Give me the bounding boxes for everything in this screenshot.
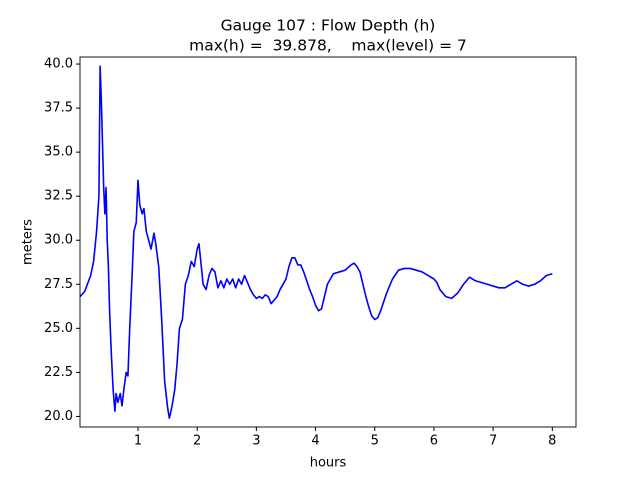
y-tick-label: 32.5 — [44, 189, 73, 204]
chart-title: Gauge 107 : Flow Depth (h) — [221, 17, 436, 35]
y-tick-label: 20.0 — [44, 409, 73, 424]
y-tick-label: 40.0 — [44, 57, 73, 72]
plot-frame — [79, 56, 577, 428]
x-axis-label: hours — [310, 456, 347, 471]
x-tick-label: 8 — [548, 434, 556, 449]
data-line — [79, 65, 553, 419]
x-tick-label: 5 — [371, 434, 379, 449]
y-tick-label: 37.5 — [44, 101, 73, 116]
x-tick-label: 2 — [193, 434, 201, 449]
y-tick-label: 22.5 — [44, 365, 73, 380]
y-tick-label: 30.0 — [44, 233, 73, 248]
x-tick-label: 6 — [430, 434, 438, 449]
x-tick-label: 4 — [311, 434, 319, 449]
x-tick-label: 3 — [252, 434, 260, 449]
x-tick-label: 7 — [489, 434, 497, 449]
y-tick-label: 35.0 — [44, 145, 73, 160]
y-axis-label: meters — [21, 219, 36, 265]
y-tick-label: 27.5 — [44, 277, 73, 292]
chart-subtitle: max(h) = 39.878, max(level) = 7 — [189, 37, 467, 55]
y-tick-label: 25.0 — [44, 321, 73, 336]
x-tick-label: 1 — [134, 434, 142, 449]
